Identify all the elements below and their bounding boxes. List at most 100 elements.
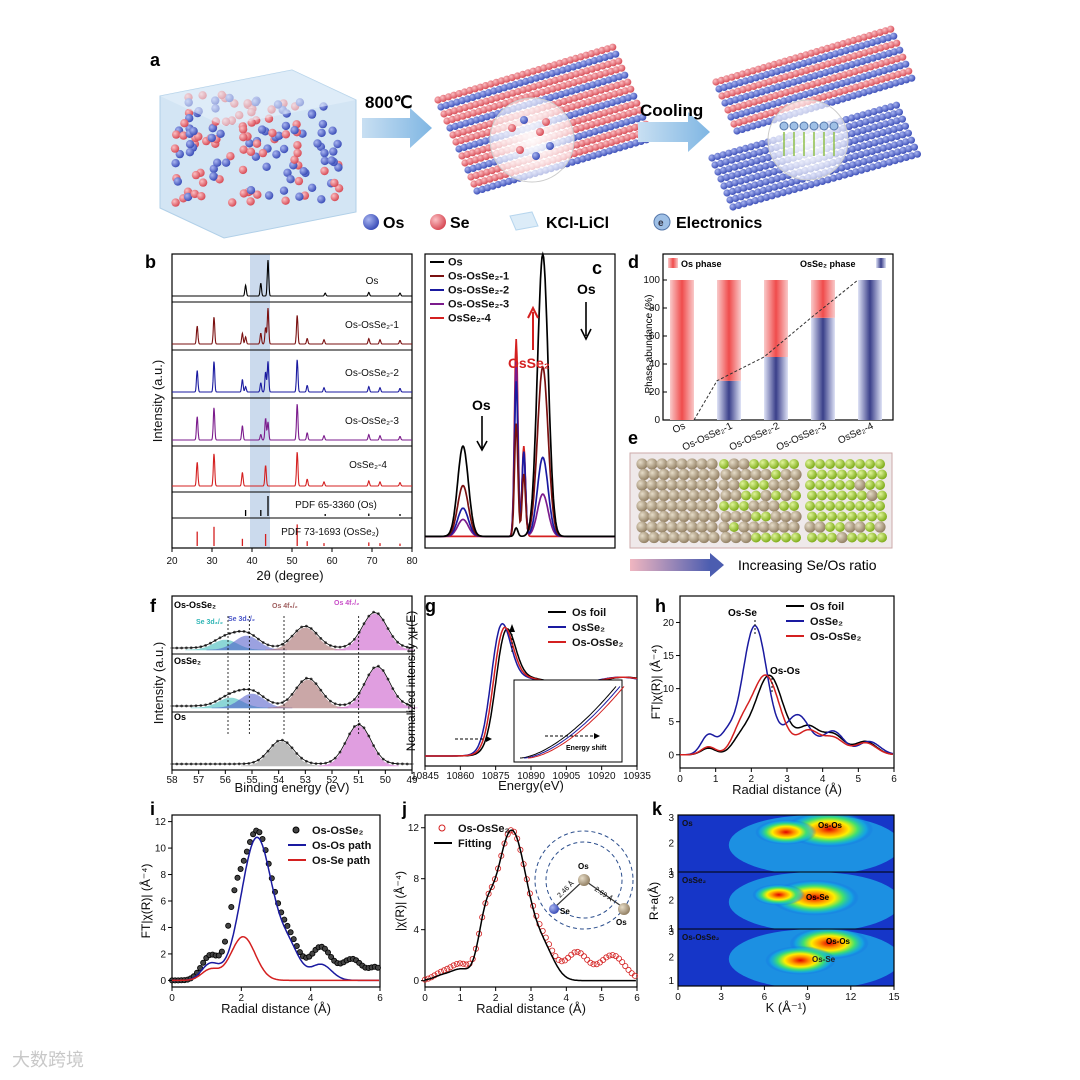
data-marker: [609, 952, 616, 959]
k-row-osse2: OsSe₂: [682, 876, 706, 885]
atom: [747, 158, 756, 166]
k-label-os-se-3: Os-Se: [812, 955, 836, 964]
atom-se: [759, 459, 769, 469]
atom-se: [857, 532, 867, 543]
data-marker: [234, 874, 241, 881]
atom: [896, 139, 904, 147]
atom: [239, 133, 248, 142]
data-marker: [324, 949, 331, 956]
atom-se: [867, 532, 877, 543]
atom-os: [854, 521, 866, 533]
atom-se: [817, 490, 827, 501]
y-tick-label: 20: [663, 618, 675, 629]
atom: [852, 168, 860, 176]
atom-se: [837, 469, 847, 480]
atom-se: [877, 469, 887, 480]
panel-i-xlabel: Radial distance (Å): [221, 1001, 331, 1016]
atom: [768, 176, 776, 184]
atom: [745, 167, 753, 175]
atom-inset: [520, 116, 528, 124]
atom-os: [866, 489, 878, 502]
legend-salt: KCl-LiCl: [546, 215, 609, 232]
atom-os: [874, 521, 886, 533]
atom: [290, 155, 299, 164]
panel-f-xlabel: Binding energy (eV): [235, 780, 350, 795]
atom: [320, 156, 329, 166]
atom: [873, 115, 881, 123]
atom: [317, 195, 326, 204]
panel-e: e Increasing Se/Os ratio: [628, 428, 893, 577]
atom: [904, 129, 913, 137]
data-marker: [453, 961, 460, 968]
atom: [726, 196, 734, 204]
trace-label: PDF 73-1693 (OsSe₂): [281, 527, 379, 538]
atom: [863, 149, 871, 157]
x-tick-label: 5: [599, 993, 605, 1004]
data-marker: [504, 831, 511, 838]
atom: [892, 101, 901, 109]
data-marker: [593, 961, 600, 968]
x-tick-label: 51: [353, 775, 365, 786]
trace-label: Os-OsSe₂-3: [345, 416, 399, 427]
x-tick-label: 2: [493, 993, 499, 1004]
atom: [293, 141, 302, 150]
atom-os: [636, 521, 648, 533]
atom: [890, 110, 898, 118]
atom: [787, 178, 796, 186]
atom-os: [768, 521, 780, 533]
atom-os: [720, 489, 732, 502]
legend-text: Os foil: [810, 601, 844, 613]
atom: [869, 163, 877, 171]
panel-f-frame: [171, 595, 413, 771]
ratio-arrow-body: [630, 559, 710, 571]
atom: [197, 192, 206, 201]
y-tick-label: 2: [160, 949, 166, 960]
x-tick-label: 10935: [623, 771, 651, 782]
atom: [761, 147, 769, 155]
atom-os: [836, 531, 848, 544]
bar-osse2-phase: [717, 380, 741, 420]
atom-inset: [542, 118, 550, 126]
atom: [848, 130, 856, 138]
data-marker: [510, 828, 517, 835]
atom-os: [688, 510, 700, 523]
data-marker: [574, 948, 581, 955]
x-tick-label: 5: [856, 774, 862, 785]
atom: [736, 146, 744, 154]
x-tick-label: 4: [820, 774, 826, 785]
legend-se: Se: [450, 215, 470, 232]
atom: [865, 125, 873, 133]
panel-f: f 58 57 56 55 54 53 52 51 50 49 Os-OsSe₂ OsSe₂ Os…: [150, 595, 418, 795]
atom: [846, 154, 854, 162]
atom: [888, 150, 896, 158]
bond-os-se: [553, 879, 585, 909]
atom-os: [698, 510, 710, 523]
atom-os: [658, 468, 670, 481]
atom-se: [865, 501, 875, 511]
atom: [262, 162, 271, 171]
atom-se: [845, 459, 855, 469]
legend-salt-swatch: [509, 211, 539, 231]
atom-se: [759, 480, 769, 490]
atom-se: [827, 532, 837, 543]
atom-os: [778, 521, 790, 533]
atom: [768, 192, 776, 200]
atom-se: [729, 501, 739, 511]
atom: [773, 175, 781, 183]
atom-se: [807, 532, 817, 543]
legend-text: Os foil: [572, 607, 606, 619]
atom-os: [668, 510, 680, 523]
atom-os: [698, 531, 710, 544]
atom: [790, 185, 799, 193]
atom: [779, 189, 787, 197]
peak-marker-head: [509, 624, 515, 632]
atom-models: [636, 458, 887, 544]
atom-se: [817, 469, 827, 480]
x-tick-label: 12: [845, 992, 857, 1003]
xrd-trace: [172, 307, 412, 345]
atom-os: [638, 510, 650, 523]
atom: [327, 156, 336, 165]
atom: [851, 152, 860, 160]
exafs-trace: [172, 935, 379, 982]
